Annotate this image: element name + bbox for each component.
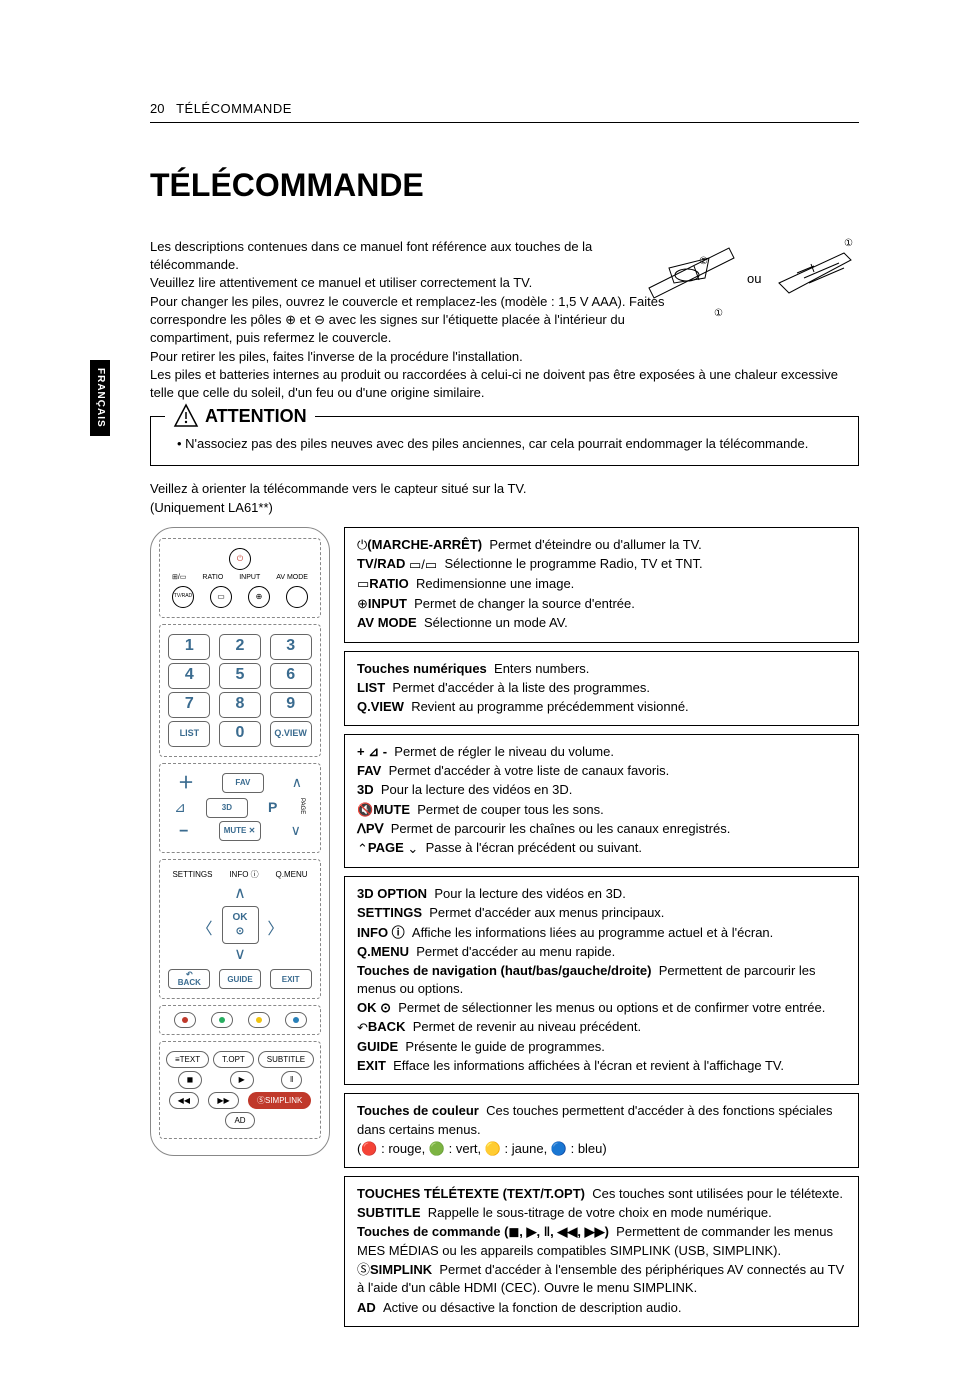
- page-down-icon: ⌄: [407, 840, 418, 858]
- descriptions-column: ⏻ (MARCHE-ARRÊT) Permet d'éteindre ou d'…: [344, 527, 859, 1335]
- desc-box-4: 3D OPTION Pour la lecture des vidéos en …: [344, 876, 859, 1085]
- attention-item: N'associez pas des piles neuves avec des…: [177, 435, 840, 453]
- intro-p3: Pour changer les piles, ouvrez le couver…: [150, 293, 670, 348]
- intro-block: ① ② ou ① Les descriptions contenues dans…: [150, 238, 859, 402]
- attention-box: ATTENTION N'associez pas des piles neuve…: [150, 416, 859, 466]
- language-tab: FRANÇAIS: [90, 360, 110, 436]
- ratio-button: ▭: [210, 586, 232, 608]
- tvrad-icon: ▭/▭: [409, 556, 437, 574]
- page-header: 20 TÉLÉCOMMANDE: [150, 100, 859, 123]
- page-up-icon: ⌃: [357, 840, 368, 858]
- orientation-note-2: (Uniquement LA61**): [150, 499, 859, 517]
- svg-text:①: ①: [714, 308, 723, 319]
- play-icon: ▶: [230, 1071, 254, 1088]
- avmode-button: [286, 586, 308, 608]
- mute-icon: 🔇: [357, 801, 373, 819]
- remote-section-numbers: 123 456 789 LIST0Q.VIEW: [159, 624, 321, 757]
- page-number: 20: [150, 100, 164, 118]
- remote-section-nav: SETTINGS INFO ⓘ Q.MENU ∧ 〈 OK⊙ 〉 ∨ ↶BACK…: [159, 859, 321, 999]
- desc-box-5: Touches de couleur Ces touches permetten…: [344, 1093, 859, 1168]
- blue-dot: [293, 1017, 299, 1023]
- desc-box-1: ⏻ (MARCHE-ARRÊT) Permet d'éteindre ou d'…: [344, 527, 859, 643]
- power-icon: ⏻: [357, 536, 367, 554]
- minus-icon: ⊖: [314, 311, 325, 329]
- tvrad-button: TV/RAD: [172, 586, 194, 608]
- simplink-button: ⓈSIMPLINK: [248, 1092, 311, 1109]
- input-icon: ⊕: [357, 595, 368, 613]
- warning-icon: [173, 403, 199, 429]
- simplink-icon: Ⓢ: [357, 1261, 370, 1279]
- power-icon: ⏻: [229, 548, 251, 570]
- pause-icon: ‖: [281, 1071, 302, 1088]
- intro-p5: Les piles et batteries internes au produ…: [150, 366, 859, 402]
- back-icon: ↶: [357, 1019, 368, 1037]
- intro-p2: Veuillez lire attentivement ce manuel et…: [150, 274, 670, 292]
- remote-section-colors: [159, 1005, 321, 1035]
- svg-text:①: ①: [844, 238, 853, 249]
- desc-box-3: + ⊿ - Permet de régler le niveau du volu…: [344, 734, 859, 868]
- intro-p1: Les descriptions contenues dans ce manue…: [150, 238, 670, 274]
- remote-illustration: ⏻ ⊞/▭ RATIO INPUT AV MODE TV/RAD ▭ ⊕ 123: [150, 527, 330, 1156]
- attention-title: ATTENTION: [165, 403, 315, 429]
- intro-p4: Pour retirer les piles, faites l'inverse…: [150, 348, 670, 366]
- desc-box-2: Touches numériques Enters numbers. LIST …: [344, 651, 859, 727]
- ratio-icon: ▭: [357, 575, 369, 593]
- rewind-icon: ◀◀: [169, 1092, 199, 1109]
- orientation-note-1: Veillez à orienter la télécommande vers …: [150, 480, 859, 498]
- plus-icon: ⊕: [285, 311, 296, 329]
- remote-section-teletext: ≡TEXT T.OPT SUBTITLE ◼ ▶ ‖ ◀◀ ▶▶ ⓈSIMPLI…: [159, 1041, 321, 1139]
- tvrad-icon: ⊞/▭: [172, 573, 186, 583]
- battery-or-label: ou: [747, 271, 761, 286]
- remote-section-volume: ＋ FAV ∧ ⊿ 3D P PAGE − MUTE ✕ ∨: [159, 763, 321, 854]
- page-title: TÉLÉCOMMANDE: [150, 163, 859, 208]
- desc-box-6: TOUCHES TÉLÉTEXTE (TEXT/T.OPT) Ces touch…: [344, 1176, 859, 1327]
- green-dot: [219, 1017, 225, 1023]
- yellow-dot: [256, 1017, 262, 1023]
- forward-icon: ▶▶: [208, 1092, 238, 1109]
- battery-illustration: ① ② ou ①: [639, 228, 859, 333]
- svg-text:②: ②: [699, 256, 708, 267]
- input-button: ⊕: [248, 586, 270, 608]
- section-name: TÉLÉCOMMANDE: [176, 100, 292, 118]
- stop-icon: ◼: [178, 1071, 203, 1088]
- red-dot: [182, 1017, 188, 1023]
- remote-section-power: ⏻ ⊞/▭ RATIO INPUT AV MODE TV/RAD ▭ ⊕: [159, 538, 321, 618]
